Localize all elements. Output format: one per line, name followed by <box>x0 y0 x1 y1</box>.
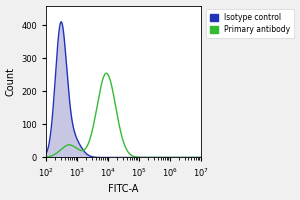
X-axis label: FITC-A: FITC-A <box>108 184 139 194</box>
Y-axis label: Count: Count <box>6 67 16 96</box>
Legend: Isotype control, Primary antibody: Isotype control, Primary antibody <box>206 9 294 38</box>
